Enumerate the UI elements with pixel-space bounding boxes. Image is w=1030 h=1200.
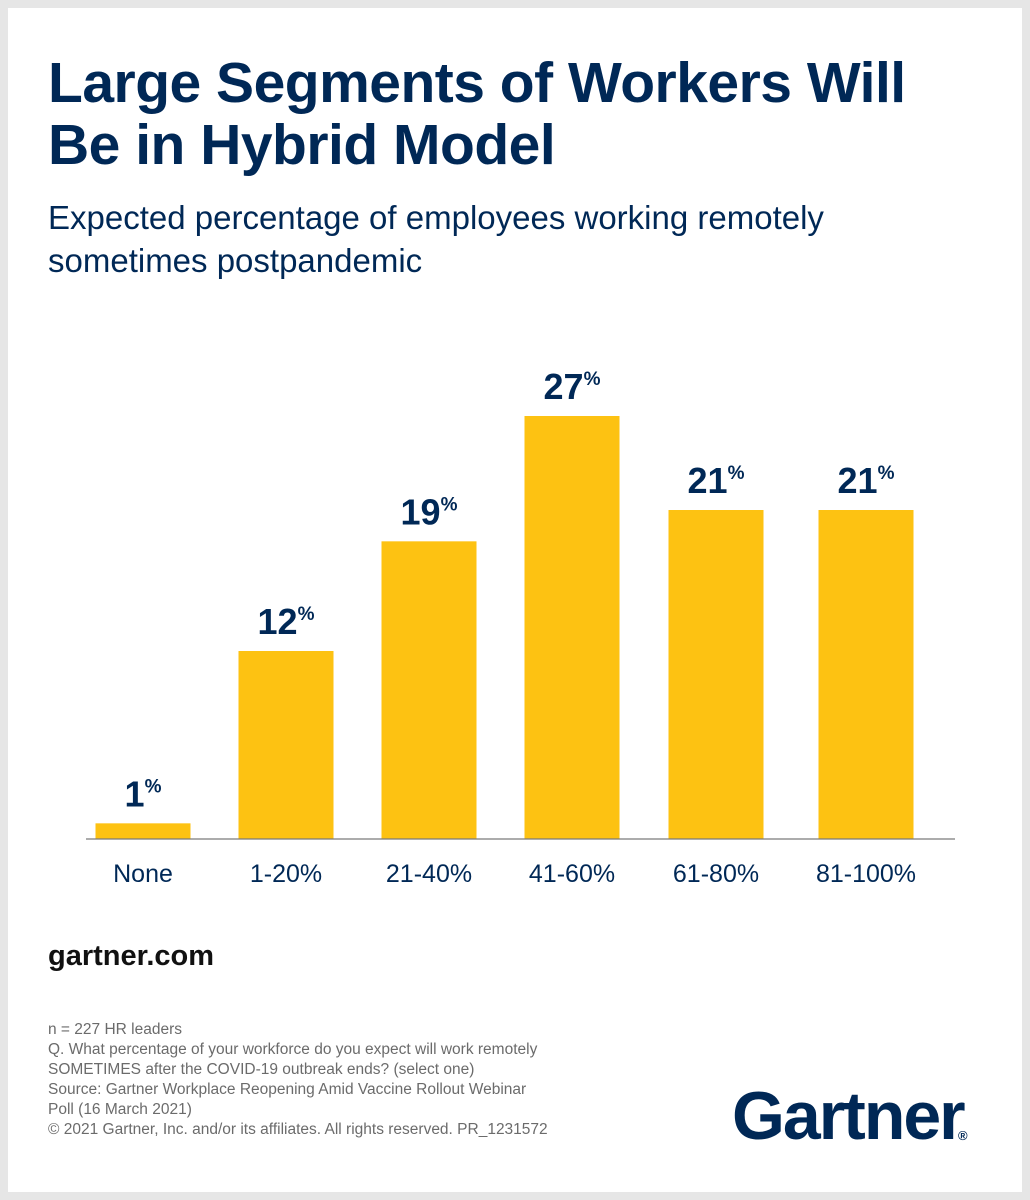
category-label-0: None	[113, 860, 173, 888]
bar-value-label-5: 21%	[838, 460, 895, 501]
registered-mark: ®	[958, 1128, 968, 1143]
category-label-5: 81-100%	[816, 860, 916, 888]
footnote-line: Q. What percentage of your workforce do …	[48, 1041, 538, 1058]
footnote-line: n = 227 HR leaders	[48, 1021, 182, 1038]
bar-value-label-0: 1%	[125, 773, 162, 814]
website-link[interactable]: gartner.com	[48, 940, 214, 972]
footnote-line: Poll (16 March 2021)	[48, 1101, 192, 1118]
bar-value-label-4: 21%	[688, 460, 745, 501]
category-label-3: 41-60%	[529, 860, 615, 888]
footnotes: n = 227 HR leaders Q. What percentage of…	[48, 1020, 668, 1140]
chart-subtitle: Expected percentage of employees working…	[48, 199, 824, 279]
bar-3	[524, 416, 620, 839]
bar-5	[818, 510, 914, 839]
bar-value-label-1: 12%	[258, 601, 315, 642]
bar-4	[668, 510, 764, 839]
bar-1	[238, 651, 334, 839]
bar-value-label-2: 19%	[401, 491, 458, 532]
category-label-4: 61-80%	[673, 860, 759, 888]
page-title: Large Segments of Workers Will Be in Hyb…	[48, 51, 906, 177]
bar-value-label-3: 27%	[544, 366, 601, 407]
bar-0	[95, 823, 191, 839]
bar-2	[381, 541, 477, 839]
category-label-2: 21-40%	[386, 860, 472, 888]
footnote-line: Source: Gartner Workplace Reopening Amid…	[48, 1081, 527, 1098]
footnote-line: © 2021 Gartner, Inc. and/or its affiliat…	[48, 1121, 548, 1138]
category-label-1: 1-20%	[250, 860, 322, 888]
bar-chart: 1% None 12% 1-20% 19% 21-40% 27% 41-60% 21% 61-80…	[86, 366, 955, 888]
footnote-line: SOMETIMES after the COVID-19 outbreak en…	[48, 1061, 475, 1078]
gartner-logo: Gartner	[732, 1078, 966, 1154]
